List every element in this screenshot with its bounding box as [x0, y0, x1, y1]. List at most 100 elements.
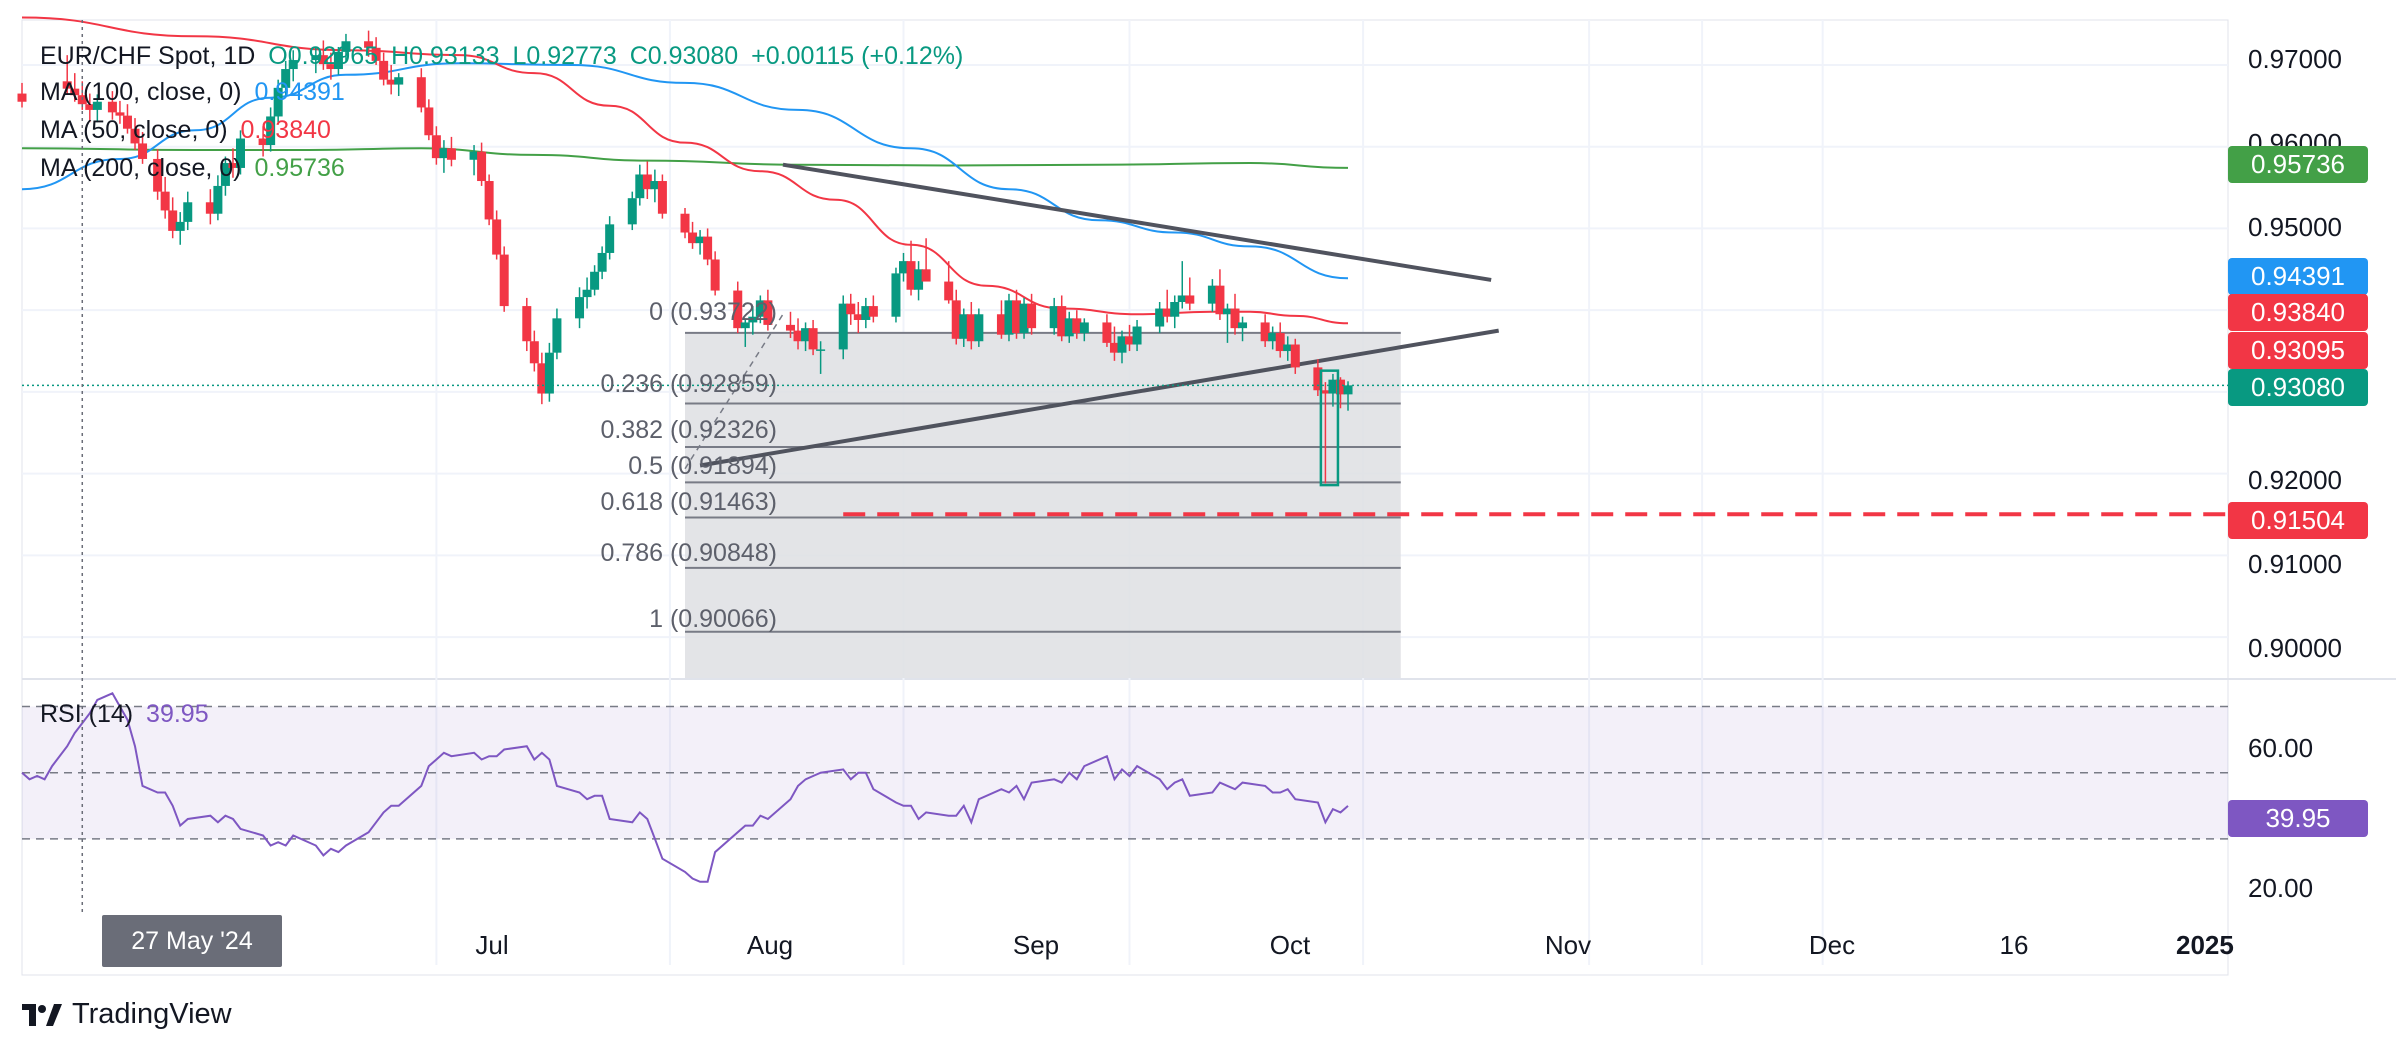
time-label: Oct	[1269, 930, 1311, 960]
candles	[17, 30, 1353, 484]
candle-down	[529, 341, 539, 364]
candle-down	[205, 202, 215, 214]
candle-up	[1238, 322, 1248, 329]
chart-frame	[21, 19, 2229, 976]
candle-down	[1012, 300, 1022, 334]
candle-up	[1207, 285, 1217, 304]
candle-down	[122, 115, 132, 129]
ma200-price-label: 0.95736	[2228, 146, 2368, 183]
candle-down	[326, 64, 336, 70]
candle-up	[740, 322, 750, 329]
candle-down	[1109, 342, 1119, 353]
fib-box	[685, 332, 1401, 678]
price-tick: 0.95000	[2248, 212, 2342, 242]
fibonacci-retracement	[685, 331, 1401, 678]
rsi-price-label: 39.95	[2228, 800, 2368, 837]
brand: TradingView	[22, 998, 232, 1031]
candle-up	[183, 202, 193, 222]
candle-up	[544, 352, 554, 394]
ma50-label: MA (50, close, 0)	[40, 116, 228, 144]
ma200-value: 0.95736	[254, 154, 345, 182]
candle-down	[944, 281, 954, 301]
change-value: +0.00115 (+0.12%)	[751, 42, 964, 70]
candle-up	[695, 236, 705, 244]
fib-label: 0.382 (0.92326)	[600, 416, 777, 444]
candle-up	[469, 151, 479, 160]
candle-down	[1027, 303, 1037, 329]
ma50-line	[21, 16, 1349, 325]
candle-up	[273, 87, 283, 117]
candle-down	[1162, 308, 1172, 317]
candle-down	[386, 79, 396, 85]
candle-down	[138, 143, 148, 159]
candle-down	[966, 314, 976, 342]
candle-down	[1057, 306, 1067, 337]
highlight-box	[1319, 369, 1340, 487]
candle-down	[364, 41, 374, 48]
rsi-tick: 20.00	[2248, 873, 2314, 903]
upper-trendline	[782, 162, 1492, 282]
candle-up	[914, 269, 924, 290]
candle-up	[1177, 295, 1187, 302]
candle-up	[1132, 326, 1142, 345]
candle-down	[168, 210, 178, 231]
candle-down	[642, 174, 652, 190]
candle-up	[1019, 303, 1029, 334]
candle-up	[1343, 385, 1353, 395]
candle-down	[1185, 295, 1195, 304]
ma50-price-label: 0.93840	[2228, 294, 2368, 331]
candle-up	[959, 314, 969, 339]
candle-down	[130, 128, 140, 144]
rsi-pane	[21, 692, 2228, 883]
candle-down	[921, 269, 931, 282]
time-label: Sep	[1012, 930, 1060, 960]
candle-down	[62, 81, 72, 89]
candle-down	[499, 254, 509, 307]
candle-down	[846, 303, 856, 315]
fib-label: 0 (0.93722)	[649, 298, 777, 326]
candle-up	[439, 148, 449, 159]
candle-down	[680, 213, 690, 233]
legend-symbol-row: EUR/CHF Spot, 1D O0.92965 H0.93133 L0.92…	[40, 42, 969, 71]
candle-down	[416, 77, 426, 108]
legend-ma100: MA (100, close, 0) 0.94391	[40, 78, 351, 107]
overlay	[22, 20, 2228, 912]
fib-label: 0.236 (0.92859)	[600, 370, 777, 398]
candle-down	[115, 112, 125, 116]
candle-down	[318, 55, 328, 65]
candle-down	[477, 151, 487, 182]
candle-down	[537, 363, 547, 394]
legend-ma200: MA (200, close, 0) 0.95736	[40, 154, 351, 183]
candle-up	[92, 101, 102, 110]
candle-up	[281, 69, 291, 88]
candle-up	[1079, 322, 1089, 334]
candle-down	[763, 300, 773, 325]
candle-up	[266, 116, 276, 146]
candle-up	[235, 138, 245, 168]
candle-down	[996, 314, 1006, 335]
candle-up	[394, 77, 404, 85]
candle-down	[868, 306, 878, 317]
time-label: Nov	[1544, 930, 1592, 960]
symbol-title: EUR/CHF Spot, 1D	[40, 42, 256, 70]
candle-down	[379, 60, 389, 80]
candle-up	[899, 261, 908, 274]
candle-up	[605, 224, 615, 253]
candle-down	[85, 104, 95, 110]
candle-up	[213, 185, 223, 214]
price-tick: 0.97000	[2248, 44, 2342, 74]
candle-down	[1102, 322, 1112, 343]
low-value: L0.92773	[512, 42, 617, 70]
crosshair-date-label: 27 May '24	[102, 915, 282, 967]
candle-up	[816, 349, 826, 351]
candle-down	[785, 324, 795, 331]
candle-up	[288, 60, 298, 70]
candle-up	[1049, 306, 1059, 329]
candle-down	[1290, 344, 1300, 368]
candle-up	[175, 221, 185, 231]
candle-down	[808, 328, 818, 350]
ma100-price-label: 0.94391	[2228, 258, 2368, 295]
candle-down	[258, 138, 268, 146]
rsi-value: 39.95	[146, 700, 209, 728]
